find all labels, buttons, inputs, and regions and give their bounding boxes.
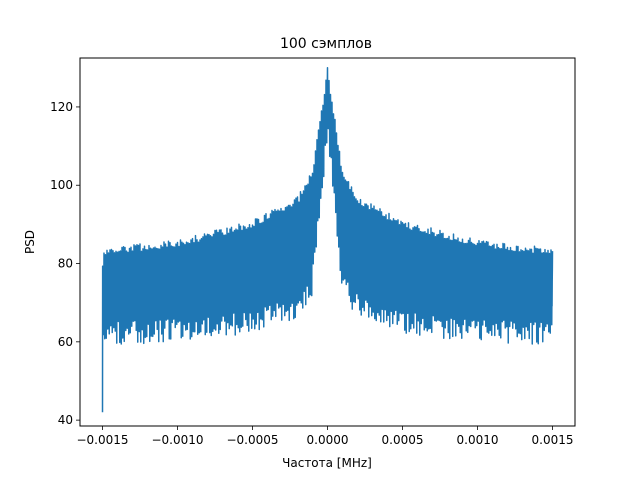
x-tick-label: −0.0005 [226, 433, 278, 447]
x-tick-label: 0.0010 [457, 433, 499, 447]
x-tick-label: −0.0010 [151, 433, 203, 447]
y-tick-label: 40 [58, 413, 73, 427]
y-tick-label: 60 [58, 335, 73, 349]
y-tick-label: 120 [50, 100, 73, 114]
y-tick-label: 80 [58, 257, 73, 271]
y-axis-label: PSD [23, 230, 37, 254]
x-tick-label: −0.0015 [76, 433, 128, 447]
x-axis-label: Частота [MHz] [282, 456, 372, 470]
y-axis: 40 60 80 100 120 [50, 100, 80, 427]
psd-series-line [101, 67, 554, 413]
chart-title: 100 сэмплов [280, 36, 372, 52]
series-layer [101, 67, 554, 413]
x-tick-label: 0.0000 [307, 433, 349, 447]
y-tick-label: 100 [50, 178, 73, 192]
x-axis: −0.0015 −0.0010 −0.0005 0.0000 0.0005 0.0010 0… [76, 426, 574, 447]
x-tick-label: 0.0005 [382, 433, 424, 447]
x-tick-label: 0.0015 [532, 433, 574, 447]
